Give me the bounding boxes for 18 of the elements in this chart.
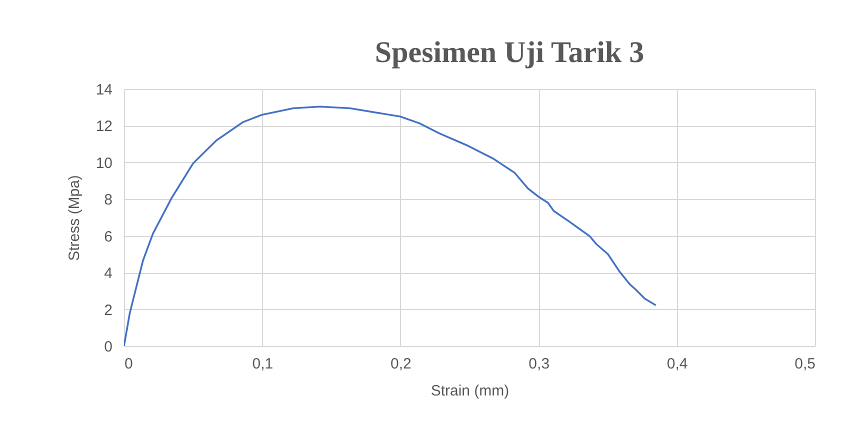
y-tick-label: 6 [104, 228, 112, 246]
y-tick-label: 12 [96, 118, 112, 136]
y-axis-title: Stress (Mpa) [66, 175, 83, 261]
y-tick-label: 8 [104, 192, 112, 209]
x-tick-label: 0,3 [528, 356, 550, 372]
line-series [124, 106, 657, 346]
y-tick-label: 14 [96, 82, 112, 98]
y-tick-label: 2 [104, 302, 112, 319]
x-tick-label: 0,2 [390, 356, 412, 372]
x-tick-label: 0 [124, 356, 133, 372]
x-axis-title: Strain (mm) [430, 382, 510, 400]
chart-title: Spesimen Uji Tarik 3 [374, 36, 644, 69]
x-tick-label: 0,1 [252, 356, 274, 372]
y-tick-label: 4 [104, 265, 112, 282]
x-tick-label: 0,5 [794, 356, 816, 372]
y-tick-label: 0 [104, 338, 112, 356]
x-tick-label: 0,4 [666, 356, 688, 372]
y-tick-label: 10 [96, 154, 112, 172]
